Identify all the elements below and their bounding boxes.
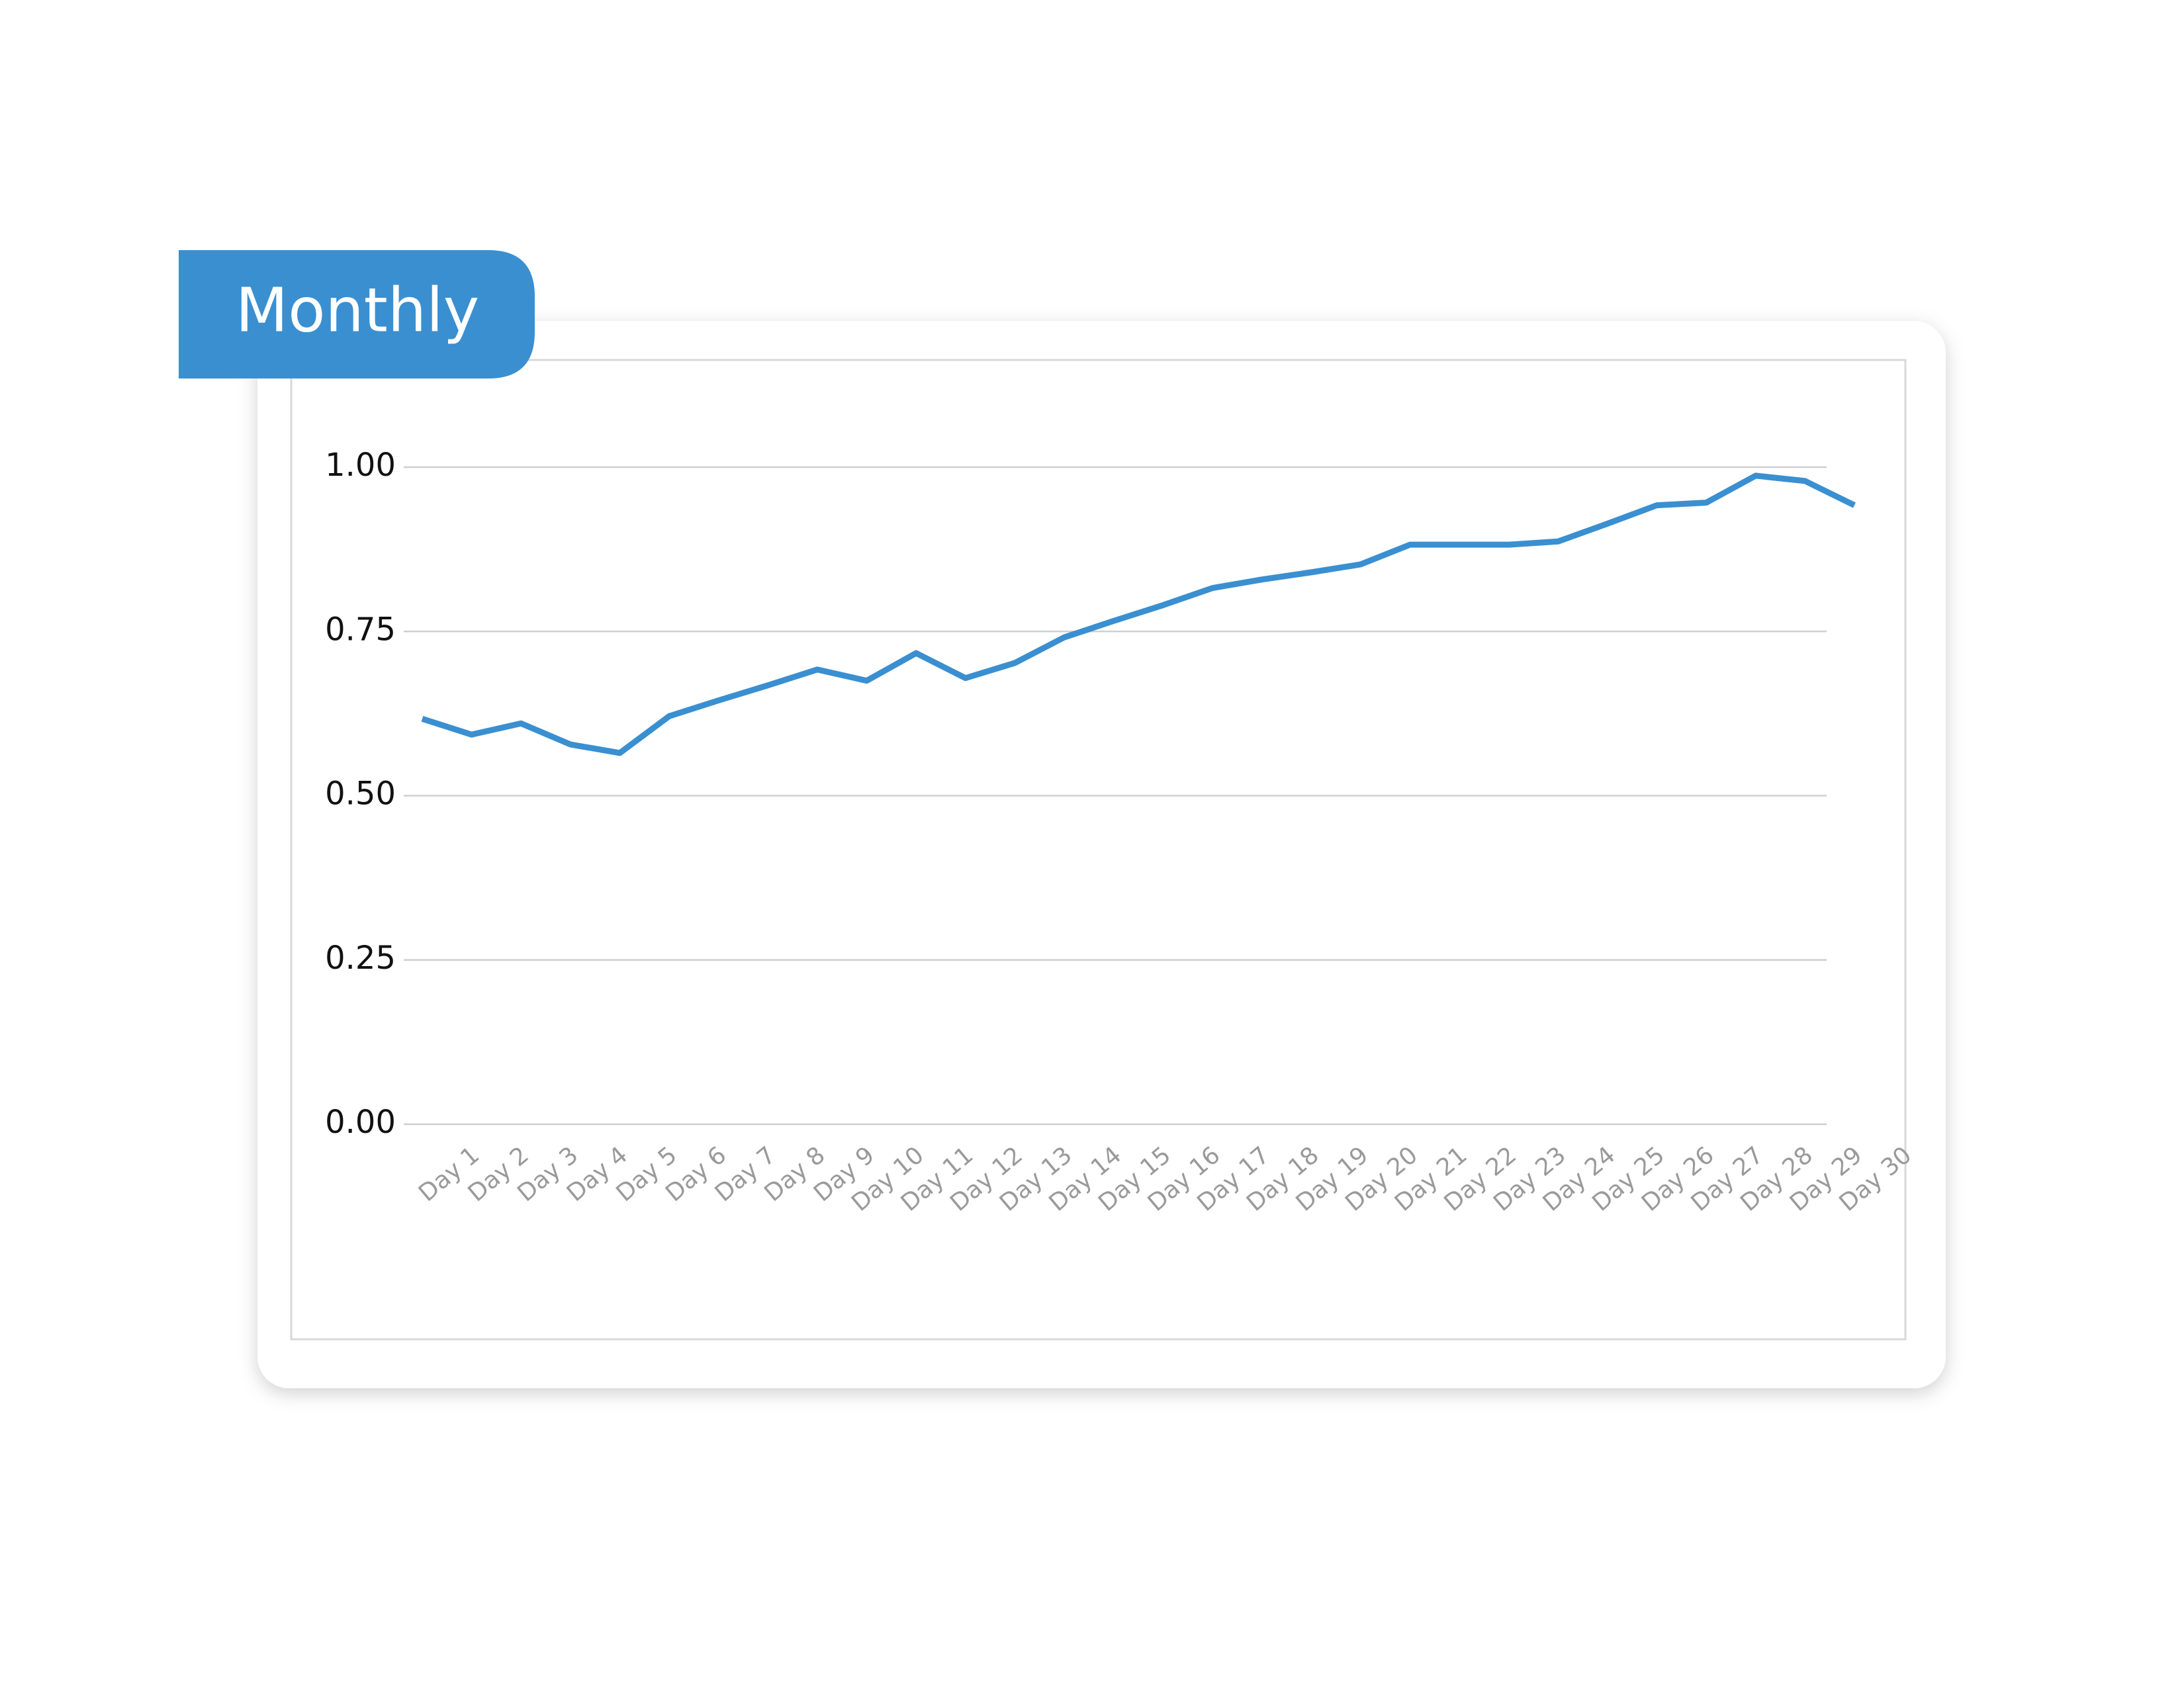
y-tick-label: 0.00 <box>325 1104 396 1141</box>
plot-frame <box>290 359 1907 1341</box>
y-tick-label: 0.75 <box>325 611 396 648</box>
y-tick-label: 1.00 <box>325 447 396 484</box>
card <box>257 321 1946 1388</box>
plot <box>421 472 1856 756</box>
tab <box>179 250 535 378</box>
data-line <box>421 472 1856 756</box>
y-tick-label: 0.25 <box>325 940 396 977</box>
chart-title: Monthly <box>236 275 479 345</box>
y-tick-label: 0.50 <box>325 776 396 813</box>
